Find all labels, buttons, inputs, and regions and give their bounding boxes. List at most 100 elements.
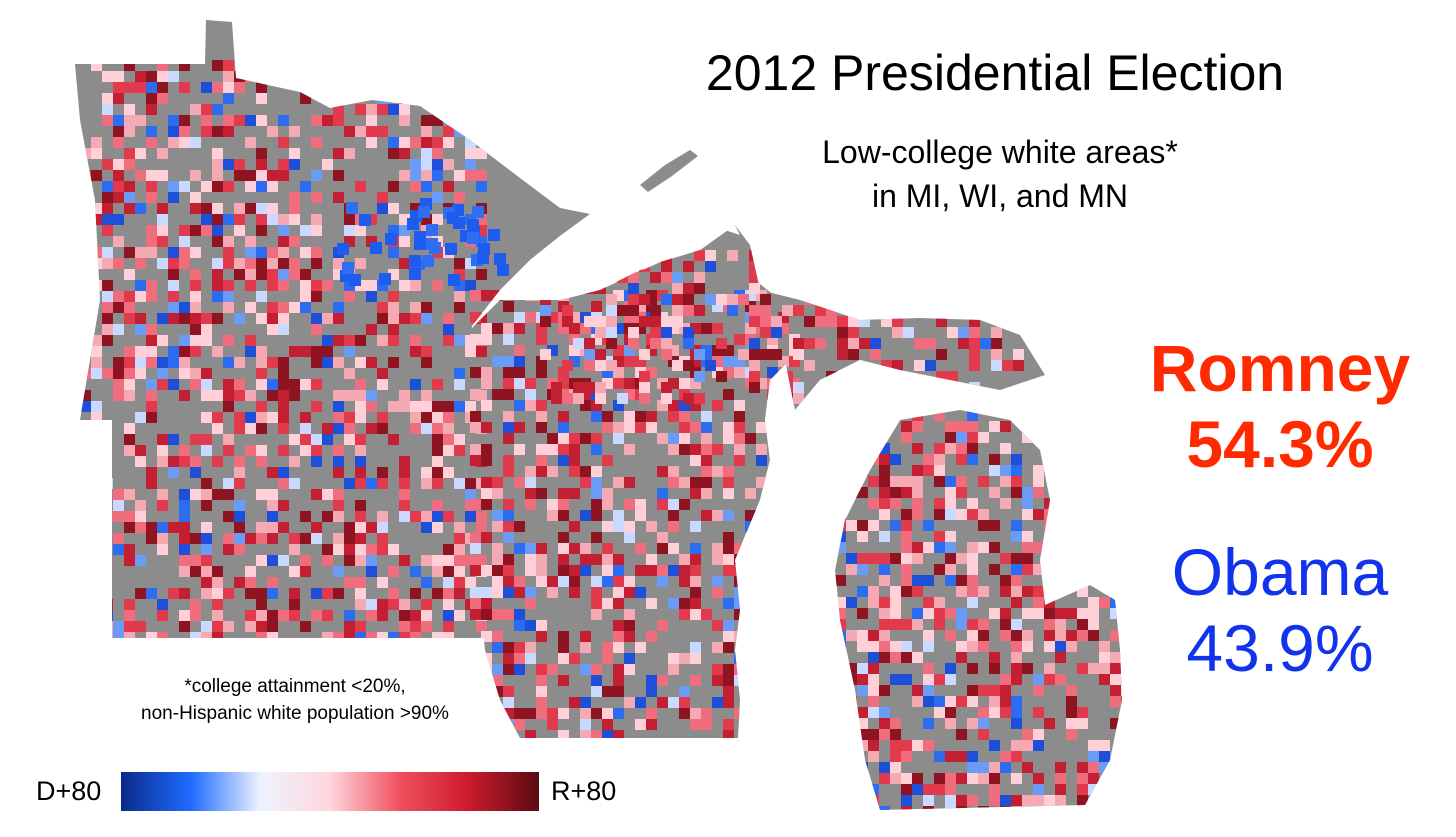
area-cell — [890, 740, 901, 751]
area-cell — [956, 443, 967, 454]
area-cell — [690, 378, 701, 389]
area-cell — [760, 294, 771, 305]
area-cell — [879, 630, 890, 641]
area-cell — [723, 389, 734, 400]
area-cell — [477, 252, 489, 264]
area-cell — [481, 334, 492, 345]
area-cell — [978, 641, 989, 652]
area-cell — [80, 291, 91, 302]
area-cell — [723, 686, 734, 697]
area-cell — [1110, 685, 1121, 696]
area-cell — [723, 631, 734, 642]
area-cell — [989, 564, 1000, 575]
area-cell — [1055, 795, 1066, 806]
area-cell — [771, 327, 782, 338]
area-cell — [454, 368, 465, 379]
area-cell — [366, 401, 377, 412]
area-cell — [135, 258, 146, 269]
area-cell — [146, 126, 157, 137]
area-cell — [190, 555, 201, 566]
area-cell — [1022, 498, 1033, 509]
area-cell — [1022, 421, 1033, 432]
area-cell — [690, 554, 701, 565]
area-cell — [547, 587, 558, 598]
area-cell — [267, 302, 278, 313]
area-cell — [421, 621, 432, 632]
area-cell — [624, 378, 635, 389]
area-cell — [135, 522, 146, 533]
area-cell — [267, 60, 278, 71]
area-cell — [377, 104, 388, 115]
area-cell — [712, 664, 723, 675]
area-cell — [322, 357, 333, 368]
area-cell — [613, 433, 624, 444]
area-cell — [514, 323, 525, 334]
area-cell — [146, 335, 157, 346]
area-cell — [432, 192, 443, 203]
area-cell — [712, 345, 723, 356]
area-cell — [857, 685, 868, 696]
area-cell — [901, 674, 912, 685]
area-cell — [410, 203, 421, 214]
area-cell — [1033, 597, 1044, 608]
area-cell — [388, 181, 399, 192]
area-cell — [245, 236, 256, 247]
area-cell — [857, 630, 868, 641]
area-cell — [278, 302, 289, 313]
area-cell — [179, 500, 190, 511]
area-cell — [113, 181, 124, 192]
area-cell — [690, 653, 701, 664]
area-cell — [102, 203, 113, 214]
area-cell — [558, 367, 569, 378]
area-cell — [639, 316, 650, 327]
area-cell — [377, 511, 388, 522]
area-cell — [536, 697, 547, 708]
area-cell — [256, 489, 267, 500]
area-cell — [892, 250, 903, 261]
area-cell — [1088, 410, 1099, 421]
area-cell — [1044, 663, 1055, 674]
area-cell — [945, 575, 956, 586]
area-cell — [399, 214, 410, 225]
area-cell — [991, 294, 1002, 305]
area-cell — [443, 566, 454, 577]
area-cell — [536, 488, 547, 499]
area-cell — [892, 360, 903, 371]
area-cell — [135, 82, 146, 93]
area-cell — [223, 489, 234, 500]
area-cell — [481, 631, 492, 642]
area-cell — [756, 477, 767, 488]
area-cell — [668, 664, 679, 675]
area-cell — [503, 499, 514, 510]
area-cell — [668, 565, 679, 576]
area-cell — [606, 305, 617, 316]
area-cell — [701, 609, 712, 620]
area-cell — [377, 335, 388, 346]
area-cell — [311, 115, 322, 126]
area-cell — [1110, 520, 1121, 531]
area-cell — [223, 621, 234, 632]
area-cell — [388, 225, 399, 236]
area-cell — [311, 225, 322, 236]
area-cell — [793, 283, 804, 294]
area-cell — [901, 619, 912, 630]
area-cell — [267, 379, 278, 390]
area-cell — [212, 588, 223, 599]
area-cell — [124, 115, 135, 126]
area-cell — [256, 181, 267, 192]
area-cell — [366, 566, 377, 577]
area-cell — [1088, 630, 1099, 641]
area-cell — [476, 555, 487, 566]
area-cell — [956, 729, 967, 740]
area-cell — [421, 313, 432, 324]
area-cell — [912, 465, 923, 476]
area-cell — [967, 795, 978, 806]
area-cell — [201, 214, 212, 225]
area-cell — [514, 345, 525, 356]
area-cell — [454, 170, 465, 181]
area-cell — [113, 192, 124, 203]
area-cell — [514, 422, 525, 433]
area-cell — [1044, 641, 1055, 652]
area-cell — [212, 599, 223, 610]
area-cell — [410, 82, 421, 93]
